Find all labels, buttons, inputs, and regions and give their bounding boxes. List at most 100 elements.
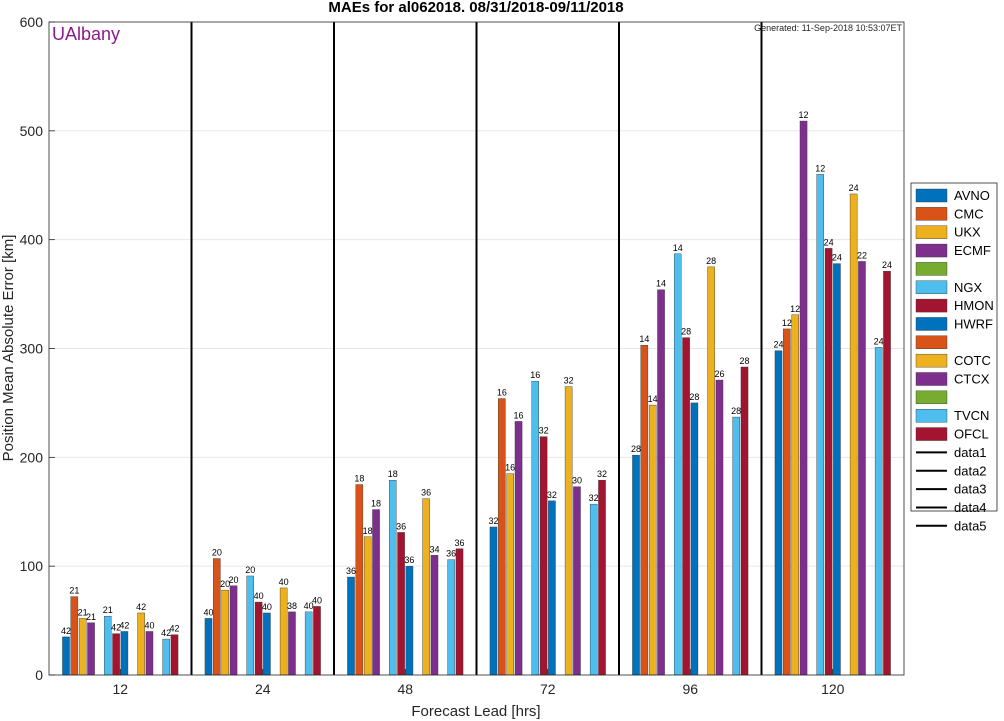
legend-label: HMON — [954, 298, 994, 313]
legend-label: OFCL — [954, 427, 989, 442]
legend: AVNO CMC UKX ECMF NGX HMON HWRF COTC CTCX TVCN OFC… — [910, 182, 998, 533]
bar — [564, 386, 573, 676]
bar — [397, 532, 405, 676]
bar — [455, 548, 464, 676]
bar — [145, 631, 154, 676]
bar-count-label: 40 — [254, 591, 264, 601]
bar — [682, 337, 690, 676]
bar-count-label: 32 — [488, 516, 498, 526]
bar — [799, 120, 808, 676]
bar — [447, 559, 455, 676]
legend-swatch — [915, 409, 948, 423]
bar-count-label: 16 — [505, 463, 515, 473]
bar-count-label: 16 — [497, 388, 507, 398]
legend-swatch — [915, 188, 948, 203]
bar-count-label: 42 — [119, 620, 129, 630]
bar-count-label: 40 — [203, 607, 213, 617]
y-tick-label: 400 — [20, 232, 44, 248]
bar-count-label: 40 — [279, 577, 289, 587]
bar — [372, 509, 380, 676]
bar — [648, 404, 657, 676]
legend-label: data5 — [954, 518, 987, 533]
bar — [254, 601, 263, 676]
y-tick-label: 200 — [20, 449, 44, 465]
bar-count-label: 32 — [547, 490, 557, 500]
legend-label: NGX — [954, 280, 983, 295]
legend-label: HWRF — [954, 316, 993, 331]
bar-count-label: 20 — [229, 575, 239, 585]
legend-swatch — [915, 390, 948, 405]
bar-count-label: 16 — [530, 370, 540, 380]
bar — [816, 174, 824, 676]
bar — [506, 473, 514, 676]
bar-count-label: 42 — [136, 602, 146, 612]
x-tick-label: 48 — [397, 681, 413, 697]
x-axis: 12 24 48 72 96 120 — [112, 669, 845, 697]
bar — [112, 633, 120, 676]
bar-count-label: 34 — [429, 544, 439, 554]
bar — [355, 484, 364, 676]
bar-count-label: 20 — [220, 579, 230, 589]
chart-title: MAEs for al062018. 08/31/2018-09/11/2018 — [328, 0, 623, 16]
bar-count-label: 24 — [874, 336, 884, 346]
legend-swatch — [915, 262, 948, 276]
bar-count-label: 18 — [388, 469, 398, 479]
bar — [833, 263, 841, 676]
bar — [430, 555, 439, 676]
group-separators — [190, 22, 763, 675]
bar — [715, 379, 724, 676]
legend-label: data4 — [954, 500, 987, 515]
bar — [213, 558, 221, 676]
bar — [632, 454, 640, 676]
y-axis-label: Position Mean Absolute Error [km] — [0, 235, 17, 462]
bar — [858, 261, 866, 676]
y-axis: 0 100 200 300 400 500 600 — [20, 14, 55, 683]
bar — [162, 638, 170, 676]
x-axis-label: Forecast Lead [hrs] — [411, 703, 540, 720]
bar-count-label: 14 — [673, 243, 683, 253]
x-tick-label: 72 — [540, 681, 556, 697]
bar-count-label: 42 — [161, 628, 171, 638]
legend-swatch — [915, 225, 948, 239]
bar-count-label: 38 — [287, 601, 297, 611]
bar — [690, 402, 699, 676]
bar — [263, 612, 271, 676]
x-tick-label: 120 — [821, 681, 845, 697]
bar — [498, 398, 506, 676]
bars — [62, 120, 891, 676]
bar — [824, 248, 833, 676]
bar — [204, 618, 213, 676]
bar-count-label: 24 — [824, 237, 834, 247]
legend-label: CTCX — [954, 372, 990, 387]
bar-count-label: 14 — [648, 394, 658, 404]
bar — [514, 421, 523, 676]
bar — [229, 585, 238, 676]
bar — [120, 631, 129, 676]
bar-count-label: 22 — [857, 250, 867, 260]
bar-count-label: 18 — [371, 499, 381, 509]
bar — [598, 479, 606, 676]
generated-timestamp: Generated: 11-Sep-2018 10:53:07ET — [754, 23, 902, 33]
x-tick-label: 12 — [112, 681, 128, 697]
legend-label: CMC — [954, 206, 984, 221]
bar-count-label: 16 — [514, 410, 524, 420]
bar-count-label: 36 — [396, 521, 406, 531]
x-tick-label: 96 — [682, 681, 698, 697]
legend-swatch — [915, 427, 948, 441]
bar-count-label: 12 — [790, 304, 800, 314]
legend-label: ECMF — [954, 243, 991, 258]
y-tick-label: 600 — [20, 14, 44, 30]
bar-count-label: 28 — [681, 327, 691, 337]
bar — [589, 503, 598, 676]
bar-count-label: 28 — [706, 256, 716, 266]
legend-label: data2 — [954, 463, 987, 478]
bar-count-label: 24 — [882, 260, 892, 270]
bar-count-label: 26 — [714, 369, 724, 379]
bar — [78, 618, 87, 676]
bar — [707, 266, 715, 676]
legend-swatch — [915, 243, 948, 258]
bar — [791, 314, 799, 676]
y-tick-label: 0 — [35, 667, 43, 683]
bar — [874, 347, 883, 676]
bar-count-label: 12 — [799, 110, 809, 120]
